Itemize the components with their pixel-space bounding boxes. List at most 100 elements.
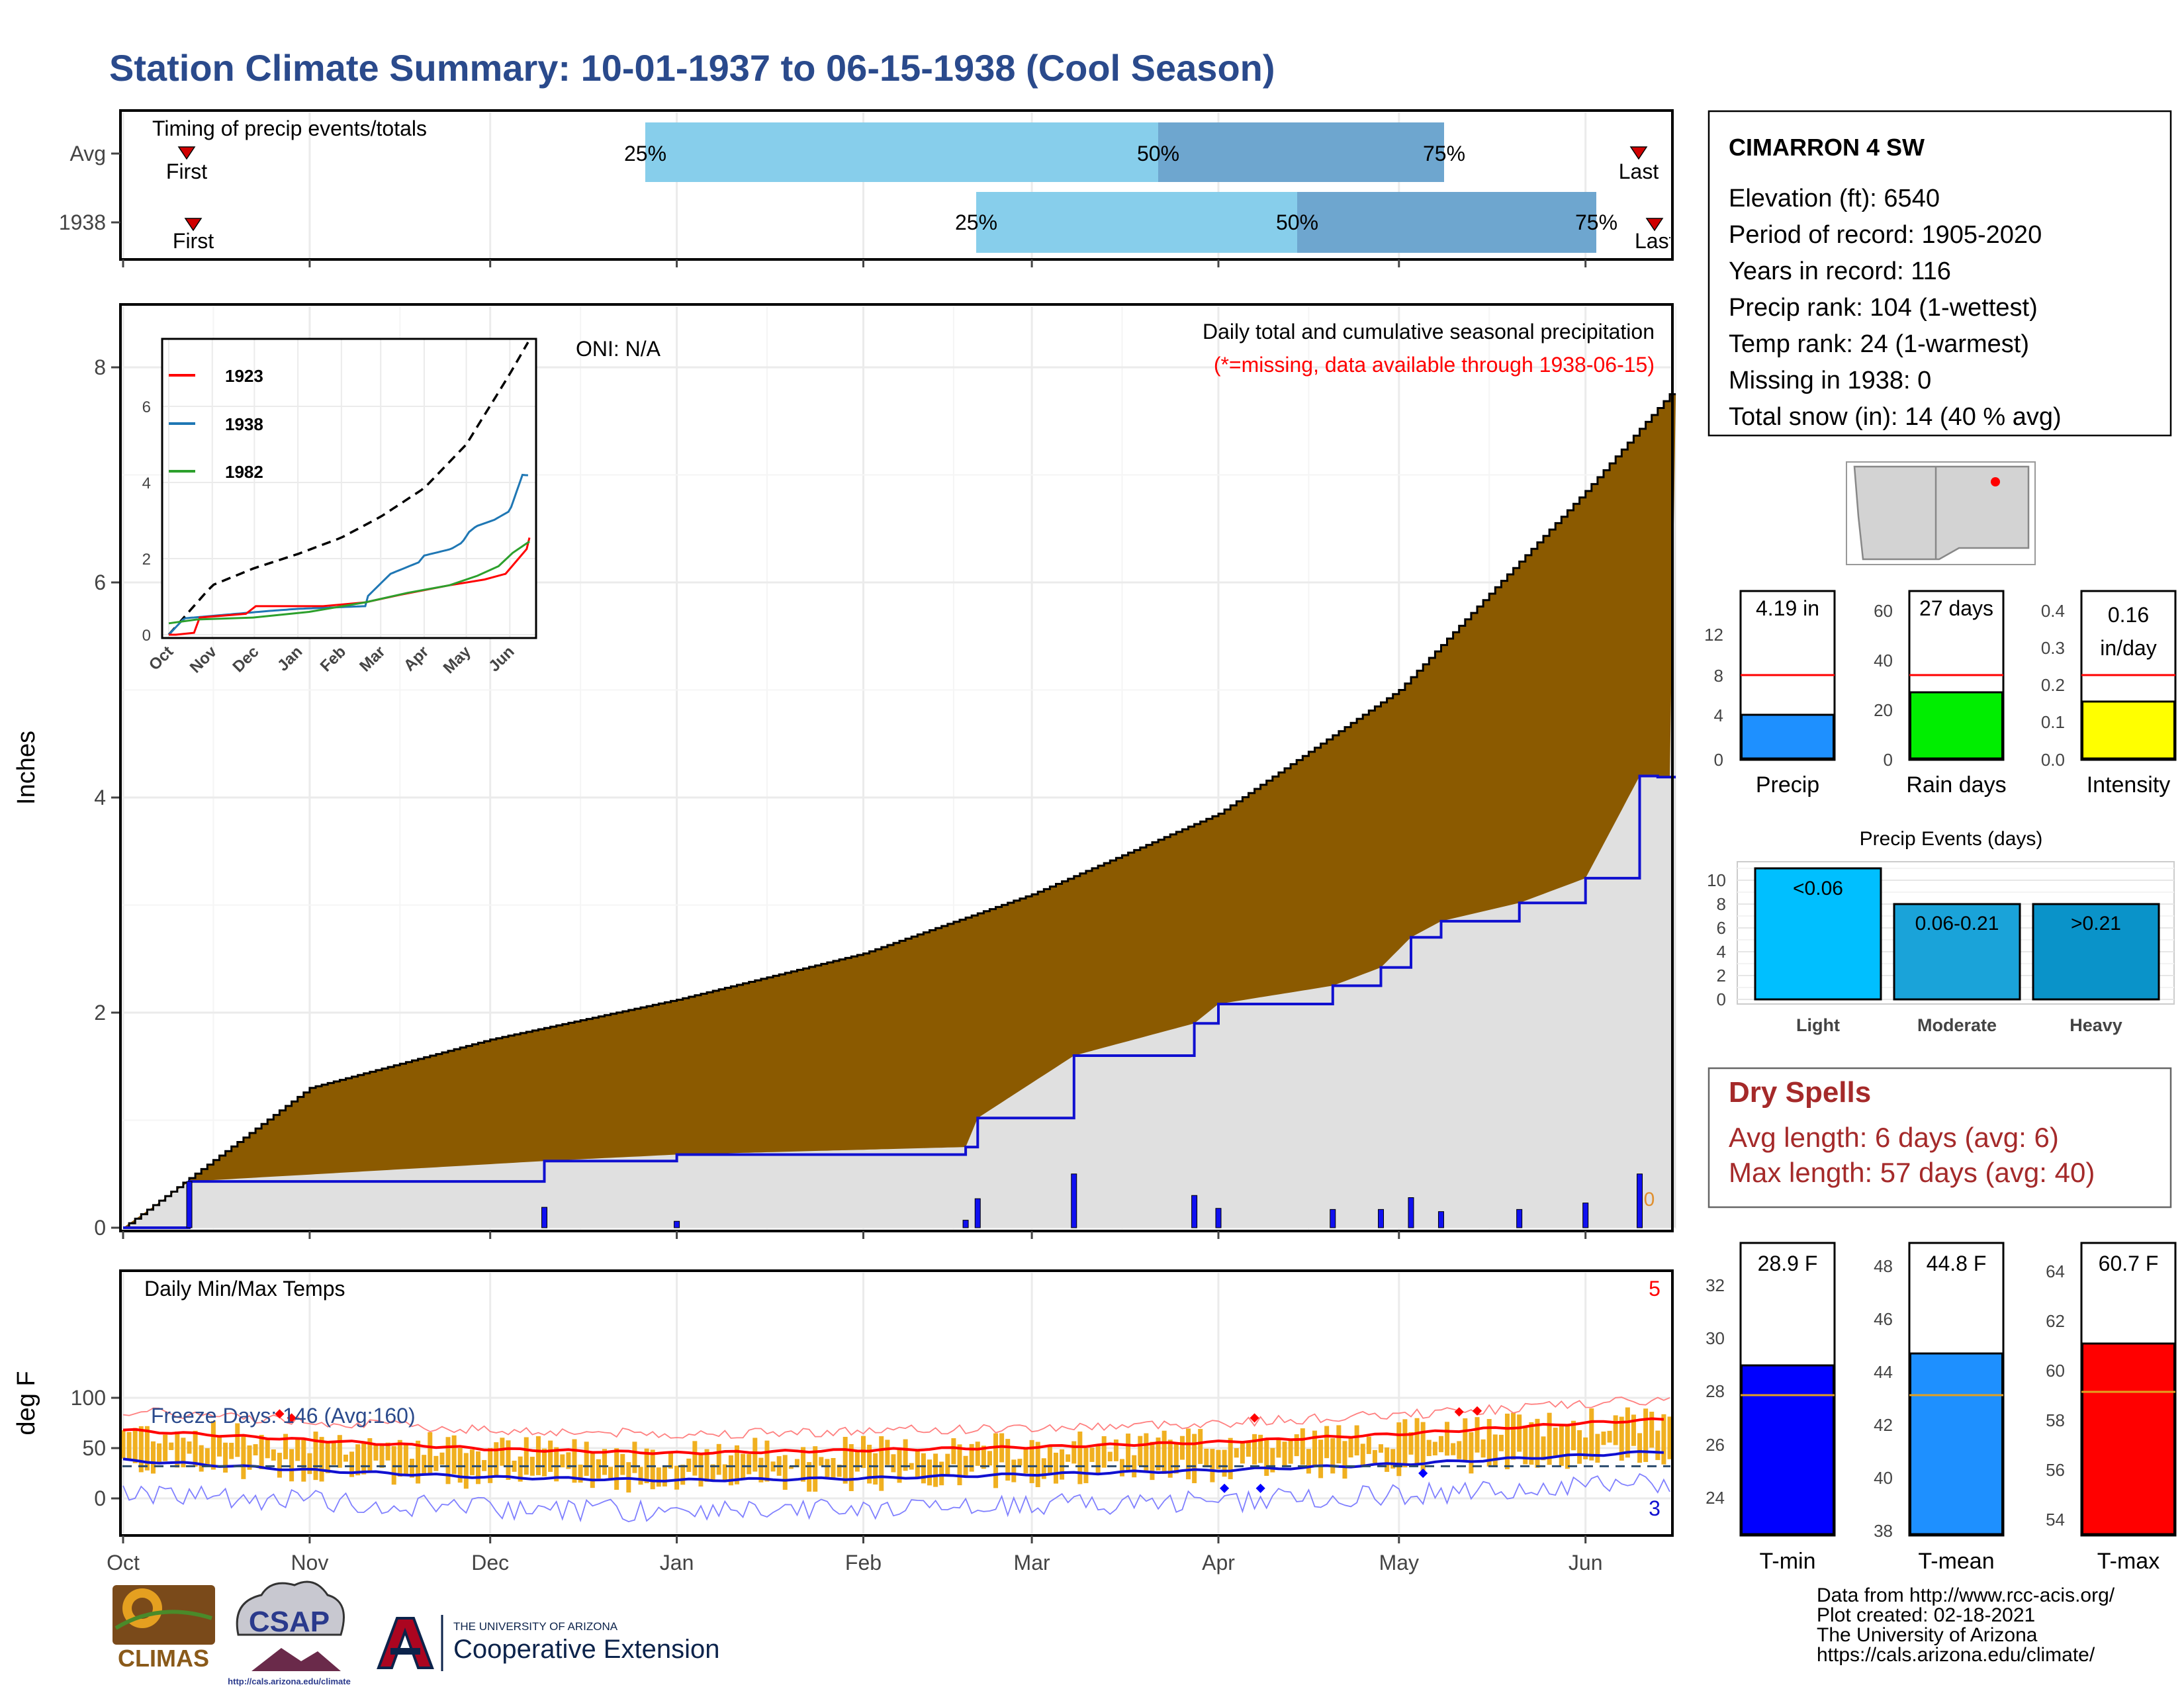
daily-temp-bar bbox=[343, 1454, 348, 1462]
daily-temp-bar bbox=[662, 1466, 667, 1486]
precip-caption: Daily total and cumulative seasonal prec… bbox=[1203, 320, 1655, 343]
daily-temp-bar bbox=[1402, 1419, 1408, 1468]
inset-month-label: Apr bbox=[400, 643, 432, 674]
daily-temp-bar bbox=[758, 1457, 764, 1483]
daily-temp-bar bbox=[506, 1440, 511, 1480]
timing-avg-first-marker bbox=[177, 146, 196, 160]
daily-temp-bar bbox=[1492, 1434, 1498, 1467]
svg-text:28: 28 bbox=[1706, 1381, 1725, 1401]
station-line-period: Period of record: 1905-2020 bbox=[1729, 221, 2042, 249]
timing-1938-first-label: First bbox=[173, 229, 214, 253]
svg-text:26: 26 bbox=[1706, 1435, 1725, 1455]
daily-temp-bar bbox=[241, 1434, 246, 1479]
daily-temp-bar bbox=[476, 1451, 481, 1485]
precip-total-label: Precip bbox=[1756, 772, 1819, 798]
svg-text:4: 4 bbox=[1714, 706, 1723, 725]
daily-temp-bar bbox=[313, 1432, 318, 1481]
tmean-bar bbox=[1909, 1352, 2003, 1535]
daily-temp-bar bbox=[1366, 1436, 1371, 1454]
daily-temp-bar bbox=[355, 1444, 361, 1476]
timing-avg-bar-50-75 bbox=[1158, 122, 1444, 182]
precip-ytick-label: 0 bbox=[94, 1216, 106, 1240]
daily-temp-bar bbox=[999, 1433, 1005, 1463]
daily-temp-bar bbox=[825, 1459, 830, 1477]
daily-temp-bar bbox=[1631, 1414, 1636, 1446]
svg-text:12: 12 bbox=[1704, 625, 1723, 645]
daily-temp-bar bbox=[512, 1460, 517, 1472]
intensity-bar bbox=[2081, 700, 2175, 760]
daily-temp-bar bbox=[837, 1465, 842, 1477]
timing-avg-bar-25-50 bbox=[645, 122, 1158, 182]
daily-temp-bar bbox=[560, 1454, 565, 1468]
daily-temp-bar bbox=[523, 1437, 529, 1475]
normal-min-line bbox=[122, 1450, 1664, 1483]
avg-cumulative-line bbox=[123, 393, 1676, 1229]
tmean-value: 44.8 F bbox=[1927, 1252, 1987, 1275]
daily-temp-bar bbox=[1107, 1451, 1113, 1461]
temp-label: Daily Min/Max Temps bbox=[144, 1277, 345, 1301]
daily-temp-bar bbox=[897, 1447, 902, 1483]
dry-spells-box: Dry Spells Avg length: 6 days (avg: 6) M… bbox=[1707, 1067, 2172, 1209]
temp-ytick-label: 100 bbox=[71, 1386, 106, 1410]
events-light-name: Light bbox=[1796, 1015, 1840, 1035]
record-high-line bbox=[122, 1396, 1670, 1439]
tmax-label: T-max bbox=[2097, 1549, 2160, 1574]
avg-vs-observed-area bbox=[123, 394, 1676, 1228]
inset-ytick-label: 6 bbox=[142, 398, 151, 416]
daily-temp-bar bbox=[301, 1440, 306, 1482]
daily-temp-bar bbox=[1138, 1436, 1143, 1466]
precip-total-ticks: 0 4 8 12 bbox=[1704, 625, 1723, 770]
events-moderate-name: Moderate bbox=[1917, 1015, 1997, 1035]
daily-temp-bar bbox=[1294, 1434, 1299, 1457]
daily-temp-bar bbox=[325, 1441, 330, 1473]
timing-1938-p50: 50% bbox=[1276, 210, 1318, 234]
daily-temp-bar bbox=[379, 1443, 385, 1468]
daily-temp-bar bbox=[1318, 1440, 1324, 1479]
daily-temp-bar bbox=[422, 1455, 427, 1475]
credit-university: The University of Arizona bbox=[1817, 1624, 2038, 1646]
station-name: CIMARRON 4 SW bbox=[1729, 134, 1925, 161]
daily-temp-bar bbox=[216, 1437, 222, 1457]
timing-1938-p75: 75% bbox=[1575, 210, 1617, 234]
tmin-label: T-min bbox=[1760, 1549, 1816, 1574]
svg-text:44: 44 bbox=[1874, 1362, 1893, 1382]
daily-temp-bar bbox=[957, 1444, 962, 1486]
daily-temp-bar bbox=[674, 1465, 680, 1490]
daily-temp-bar bbox=[1053, 1452, 1058, 1484]
svg-text:58: 58 bbox=[2046, 1410, 2065, 1430]
daily-temp-bar bbox=[794, 1459, 799, 1467]
temp-panel: 0 50 100 Daily Min/Max Temps deg F Freeze … bbox=[13, 1269, 1674, 1537]
tmin-ticks: 24 26 28 30 32 bbox=[1706, 1275, 1725, 1508]
daily-temp-bar bbox=[181, 1438, 186, 1468]
daily-temp-bar bbox=[1517, 1414, 1522, 1452]
daily-temp-bar bbox=[253, 1444, 258, 1455]
daily-temp-bar bbox=[1637, 1433, 1643, 1463]
inset-ytick-label: 4 bbox=[142, 475, 151, 492]
daily-temp-bar bbox=[1414, 1418, 1420, 1465]
svg-text:0: 0 bbox=[1884, 750, 1893, 770]
daily-temp-bar bbox=[854, 1449, 860, 1472]
climas-logo: CLIMAS bbox=[113, 1585, 215, 1672]
station-info-box: CIMARRON 4 SW Elevation (ft): 6540 Perio… bbox=[1707, 110, 2172, 437]
daily-temp-bar bbox=[584, 1441, 589, 1476]
daily-temp-bar bbox=[132, 1428, 138, 1463]
daily-temp-bar bbox=[542, 1448, 547, 1477]
svg-text:40: 40 bbox=[1874, 651, 1893, 670]
daily-temp-bar bbox=[1324, 1426, 1330, 1459]
daily-temp-bar bbox=[463, 1453, 469, 1489]
month-axis: Oct Nov Dec Jan Feb Mar Apr May Jun bbox=[107, 259, 1602, 1575]
daily-temp-bar bbox=[1282, 1441, 1287, 1467]
page-title: Station Climate Summary: 10-01-1937 to 0… bbox=[109, 47, 1275, 89]
rain-days-bar bbox=[1909, 691, 2003, 760]
freeze-days-label: Freeze Days: 146 (Avg:160) bbox=[151, 1404, 416, 1428]
daily-temp-bar bbox=[451, 1435, 457, 1475]
footer-credits: Data from http://www.rcc-acis.org/ Plot … bbox=[1817, 1584, 2115, 1666]
daily-temp-bar bbox=[1240, 1441, 1245, 1464]
svg-text:THE UNIVERSITY OF ARIZONA: THE UNIVERSITY OF ARIZONA bbox=[453, 1620, 618, 1633]
daily-temp-bar bbox=[1083, 1447, 1089, 1483]
daily-temp-bar bbox=[1390, 1449, 1396, 1469]
month-tick-label: Oct bbox=[107, 1551, 140, 1575]
daily-temp-bar bbox=[1655, 1430, 1661, 1461]
daily-temp-bar bbox=[1222, 1449, 1227, 1477]
